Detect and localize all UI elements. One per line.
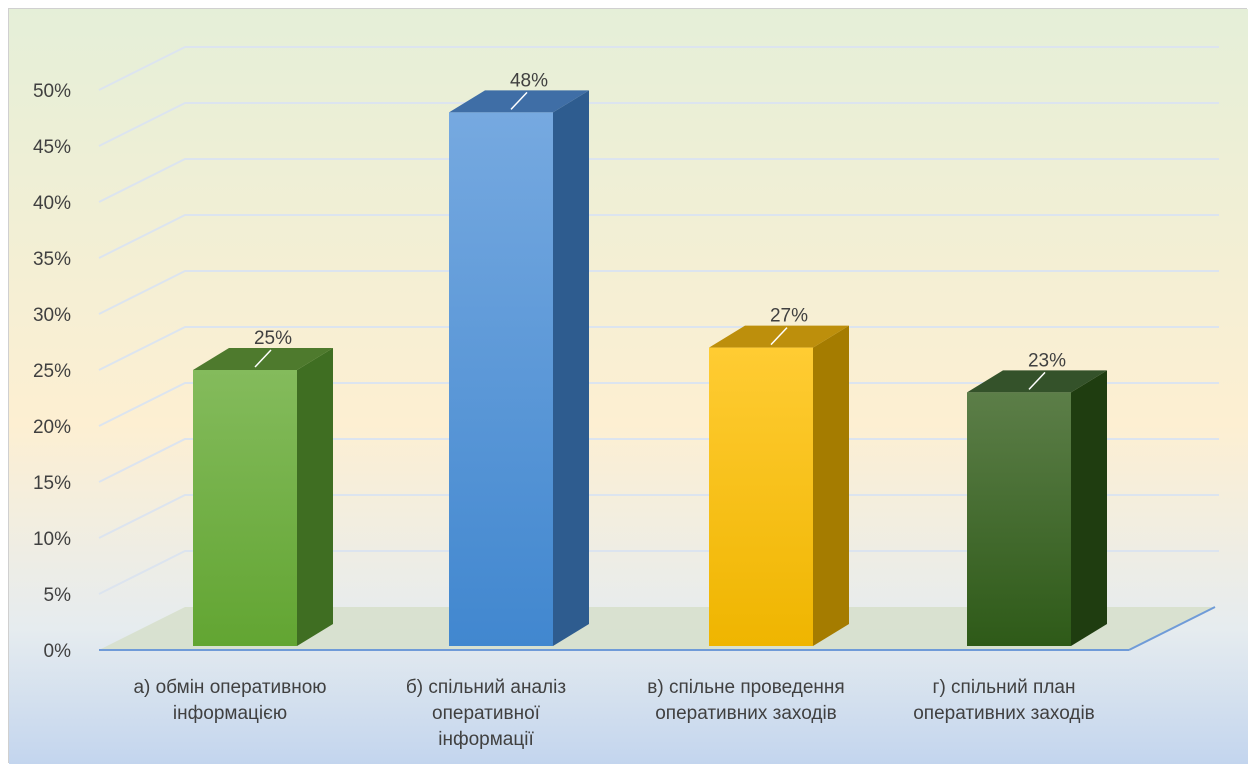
gridline xyxy=(98,270,1219,315)
chart-frame: 25% 48% 27% 23% 0% 5% 10% 15% 20% 25% 30% 35% 40% 45… xyxy=(8,8,1248,764)
bar-front-face xyxy=(967,392,1071,646)
bar-front-face xyxy=(193,370,297,646)
y-tick-label: 20% xyxy=(33,417,71,438)
gridline xyxy=(98,550,1219,595)
bar-3: 27% xyxy=(709,306,849,646)
gridline xyxy=(98,326,1219,371)
y-tick-label: 45% xyxy=(33,137,71,158)
data-label-leader xyxy=(510,91,528,110)
floor xyxy=(99,606,1216,651)
y-tick-label: 25% xyxy=(33,361,71,382)
gridline xyxy=(98,214,1219,259)
x-axis-categories: а) обмін оперативною інформацією б) спільн… xyxy=(133,677,1094,750)
category-label: в) спільне проведення оперативних заходів xyxy=(647,677,844,724)
gridline xyxy=(98,102,1219,147)
gridline xyxy=(98,46,1219,91)
data-label: 27% xyxy=(770,306,808,327)
y-tick-label: 35% xyxy=(33,249,71,270)
data-label-leader xyxy=(254,349,272,368)
bar-side-face xyxy=(1071,370,1107,646)
gridlines xyxy=(98,46,1219,595)
data-label-leader xyxy=(1028,371,1046,390)
category-label: г) спільний план оперативних заходів xyxy=(913,677,1095,724)
bar-side-face xyxy=(297,348,333,646)
floor-edge-line xyxy=(1128,606,1216,651)
y-tick-label: 40% xyxy=(33,193,71,214)
bar-side-face xyxy=(813,325,849,646)
y-tick-label: 50% xyxy=(33,81,71,102)
data-label: 48% xyxy=(510,70,548,91)
category-label: б) спільний аналіз оперативної інформації xyxy=(406,677,566,750)
category-label: а) обмін оперативною інформацією xyxy=(133,677,326,724)
gridline xyxy=(98,494,1219,539)
bar-4: 23% xyxy=(967,350,1107,646)
gridline xyxy=(98,382,1219,427)
y-tick-label: 0% xyxy=(44,641,72,662)
bar-front-face xyxy=(449,112,553,646)
chart-floor xyxy=(99,607,1215,650)
bar-2: 48% xyxy=(449,70,589,646)
data-label-leader xyxy=(770,327,788,346)
y-tick-label: 15% xyxy=(33,473,71,494)
y-tick-label: 5% xyxy=(44,585,72,606)
bar-side-face xyxy=(553,90,589,646)
bar-1: 25% xyxy=(193,328,333,646)
gridline xyxy=(98,158,1219,203)
bars: 25% 48% 27% 23% xyxy=(193,70,1107,646)
bar-chart: 25% 48% 27% 23% 0% 5% 10% 15% 20% 25% 30% 35% 40% 45… xyxy=(9,9,1248,764)
y-tick-label: 10% xyxy=(33,529,71,550)
bar-front-face xyxy=(709,347,813,646)
data-label: 23% xyxy=(1028,350,1066,371)
y-axis-ticks: 0% 5% 10% 15% 20% 25% 30% 35% 40% 45% 50% xyxy=(33,81,71,662)
y-tick-label: 30% xyxy=(33,305,71,326)
gridline xyxy=(98,438,1219,483)
data-label: 25% xyxy=(254,328,292,349)
